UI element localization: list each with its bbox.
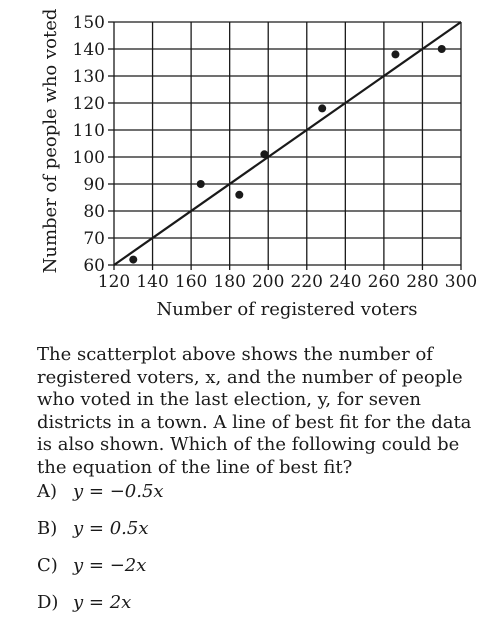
y-tick-label: 100 — [73, 148, 105, 168]
data-point — [235, 190, 244, 199]
data-point — [260, 150, 269, 159]
choice-equation: y = −0.5x — [73, 481, 164, 502]
grid-lines — [113, 21, 462, 266]
x-tick-label: 280 — [406, 272, 438, 292]
x-tick-label: 300 — [445, 272, 477, 292]
answer-choices: A) y = −0.5x B) y = 0.5x C) y = −2x D) y = 2… — [37, 480, 164, 628]
y-axis-label: Number of people who voted — [40, 9, 61, 274]
x-tick-label: 220 — [291, 272, 323, 292]
choice-letter: D) — [37, 592, 59, 613]
choice-c[interactable]: C) y = −2x — [37, 554, 164, 591]
question: The scatterplot above shows the number o… — [37, 344, 482, 479]
y-tick-label: 140 — [73, 40, 105, 60]
choice-letter: A) — [37, 481, 58, 502]
x-axis-ticks: 120 140 160 180 200 220 240 260 280 300 — [98, 265, 477, 292]
data-point — [318, 104, 327, 113]
scatterplot: 120 140 160 180 200 220 240 260 280 300 60 70 80 90 1… — [40, 9, 477, 320]
y-axis-ticks: 60 70 80 90 100 110 120 130 140 150 — [73, 13, 114, 276]
x-tick-label: 200 — [252, 272, 284, 292]
y-tick-label: 70 — [83, 229, 105, 249]
question-text: The scatterplot above shows the number o… — [37, 344, 472, 478]
line-of-best-fit — [113, 21, 462, 266]
y-tick-label: 80 — [83, 202, 105, 222]
choice-d[interactable]: D) y = 2x — [37, 591, 164, 628]
y-tick-label: 150 — [73, 13, 105, 33]
data-point — [437, 45, 446, 53]
choice-a[interactable]: A) y = −0.5x — [37, 480, 164, 517]
data-point — [391, 50, 400, 59]
y-tick-label: 90 — [83, 175, 105, 195]
choice-equation: y = 2x — [73, 592, 132, 613]
data-point — [196, 180, 205, 188]
choice-equation: y = 0.5x — [73, 518, 149, 539]
y-tick-label: 130 — [73, 67, 105, 87]
x-tick-label: 180 — [213, 272, 245, 292]
x-tick-label: 240 — [329, 272, 361, 292]
x-tick-label: 120 — [98, 272, 130, 292]
choice-equation: y = −2x — [73, 555, 147, 576]
x-tick-label: 260 — [368, 272, 400, 292]
y-tick-label: 120 — [73, 94, 105, 114]
y-tick-label: 110 — [73, 121, 105, 141]
choice-b[interactable]: B) y = 0.5x — [37, 517, 164, 554]
y-tick-label: 60 — [83, 256, 105, 276]
choice-letter: B) — [37, 518, 58, 539]
choice-letter: C) — [37, 555, 58, 576]
x-tick-label: 140 — [136, 272, 168, 292]
x-tick-label: 160 — [175, 272, 207, 292]
data-points — [129, 45, 446, 264]
x-axis-label: Number of registered voters — [156, 299, 417, 320]
data-point — [129, 255, 138, 264]
